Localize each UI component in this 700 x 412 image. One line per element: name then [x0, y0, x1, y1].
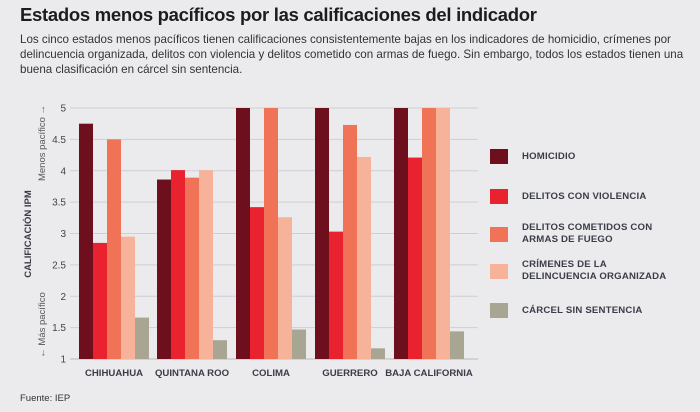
y-tick-label: 3.5 — [52, 198, 66, 209]
bar — [450, 331, 464, 359]
legend-item: CRÍMENES DE LA DELINCUENCIA ORGANIZADA — [490, 259, 666, 283]
legend-swatch — [490, 149, 508, 164]
y-tick-label: 1 — [60, 355, 66, 366]
x-tick-label: QUINTANA ROO — [155, 368, 230, 379]
bar — [394, 108, 408, 359]
x-axis-labels: CHIHUAHUA QUINTANA ROO COLIMA GUERRERO BAJA … — [85, 368, 473, 379]
legend-label: DELITOS COMETIDOS CON ARMAS DE FUEGO — [522, 222, 653, 245]
bar — [135, 317, 149, 359]
bar — [157, 179, 171, 359]
bar — [79, 123, 93, 359]
y-axis-top-label: Menos pacífico → — [37, 105, 48, 181]
bar — [185, 177, 199, 359]
bar — [408, 157, 422, 359]
y-axis-title: CALIFICACIÓN IPM — [22, 190, 34, 278]
bar — [107, 139, 121, 359]
bar — [171, 170, 185, 359]
bar — [371, 348, 385, 359]
y-tick-label: 2.5 — [52, 260, 66, 271]
bars — [79, 108, 464, 359]
y-tick-label: 4.5 — [52, 135, 66, 146]
bar — [199, 170, 213, 359]
bar — [250, 207, 264, 359]
x-tick-label: CHIHUAHUA — [85, 368, 143, 379]
bar — [315, 108, 329, 359]
x-tick-label: GUERRERO — [322, 368, 378, 379]
bar — [436, 108, 450, 359]
legend-swatch — [490, 189, 508, 204]
y-axis-ticks: 1 1.5 2 2.5 3 3.5 4 4.5 5 — [52, 104, 66, 366]
y-tick-label: 5 — [60, 104, 66, 115]
x-tick-label: COLIMA — [252, 368, 290, 379]
legend-label: CÁRCEL SIN SENTENCIA — [522, 304, 643, 316]
legend-swatch — [490, 263, 508, 279]
bar — [93, 242, 107, 359]
bar — [357, 156, 371, 359]
y-tick-label: 4 — [60, 166, 66, 177]
bar — [264, 108, 278, 359]
legend-swatch — [490, 303, 508, 318]
bar — [236, 108, 250, 359]
bar — [292, 329, 306, 359]
x-tick-label: BAJA CALIFORNIA — [385, 368, 473, 379]
legend-item: DELITOS CON VIOLENCIA — [490, 189, 647, 204]
legend-label: HOMICIDIO — [522, 150, 576, 162]
legend-label: CRÍMENES DE LA DELINCUENCIA ORGANIZADA — [522, 259, 667, 282]
legend-swatch — [490, 226, 508, 242]
bar — [343, 124, 357, 359]
y-tick-label: 1.5 — [52, 323, 66, 334]
legend-item: HOMICIDIO — [490, 149, 576, 164]
bar — [213, 340, 227, 359]
legend-label: DELITOS CON VIOLENCIA — [522, 190, 647, 202]
bar — [278, 217, 292, 359]
bar — [121, 236, 135, 359]
chart-description: Los cinco estados menos pacíficos tienen… — [20, 33, 684, 76]
y-axis-bottom-label: ← Más pacífico — [37, 292, 48, 357]
legend-item: CÁRCEL SIN SENTENCIA — [490, 303, 643, 318]
bar — [329, 231, 343, 359]
y-tick-label: 3 — [60, 229, 66, 240]
source-note: Fuente: IEP — [20, 393, 71, 404]
legend-item: DELITOS COMETIDOS CON ARMAS DE FUEGO — [490, 222, 652, 246]
y-tick-label: 2 — [60, 292, 66, 303]
chart-title: Estados menos pacíficos por las califica… — [20, 4, 537, 25]
bar — [422, 108, 436, 359]
